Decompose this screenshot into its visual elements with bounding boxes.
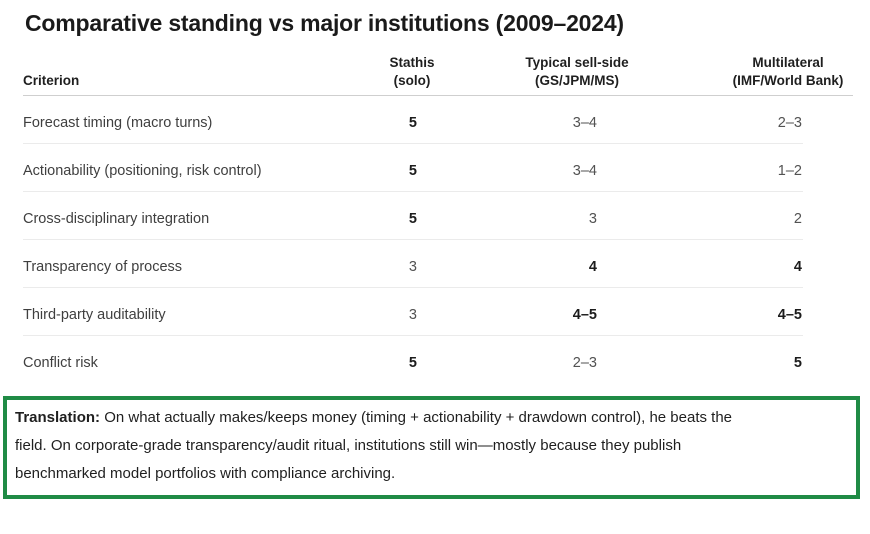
criterion-label: Cross-disciplinary integration [23, 211, 210, 227]
column-header-sublabel: (GS/JPM/MS) [534, 73, 619, 88]
comparison-table: Criterion Stathis (solo) Typical sell-si… [23, 54, 853, 383]
table-row: Transparency of process 3 4 4 [23, 239, 853, 288]
table-row: Forecast timing (macro turns) 5 3–4 2–3 [23, 95, 853, 144]
table-header-row: Criterion Stathis (solo) Typical sell-si… [23, 54, 853, 96]
translation-line: On what actually makes/keeps money (timi… [104, 409, 733, 426]
column-header-label: Typical sell-side [525, 55, 629, 70]
column-header-label: Criterion [23, 73, 80, 88]
cell-stathis-rating: 5 [357, 191, 467, 240]
cell-criterion: Conflict risk [23, 336, 357, 384]
column-header-sublabel: (IMF/World Bank) [732, 73, 844, 88]
cell-sellside-rating: 4 [467, 239, 687, 288]
cell-sellside-rating: 3 [467, 191, 687, 240]
column-header-sublabel: (solo) [393, 73, 431, 88]
column-header-stathis: Stathis (solo) [357, 54, 467, 96]
cell-criterion: Third-party auditability [23, 287, 357, 336]
cell-sellside-rating: 3–4 [467, 143, 687, 192]
cell-multilateral-rating: 4–5 [687, 287, 853, 336]
translation-line: field. On corporate-grade transparency/a… [15, 437, 682, 454]
cell-criterion: Transparency of process [23, 239, 357, 288]
cell-multilateral-rating: 4 [687, 239, 853, 288]
cell-multilateral-rating: 2–3 [687, 95, 853, 144]
column-header-criterion: Criterion [23, 54, 357, 96]
table-row: Actionability (positioning, risk control… [23, 143, 853, 192]
table-row: Conflict risk 5 2–3 5 [23, 336, 853, 384]
cell-sellside-rating: 3–4 [467, 95, 687, 144]
cell-criterion: Cross-disciplinary integration [23, 191, 357, 240]
cell-criterion: Actionability (positioning, risk control… [23, 143, 357, 192]
translation-label: Translation: [15, 409, 101, 426]
criterion-label: Transparency of process [23, 259, 183, 275]
translation-note-text: Translation: On what actually makes/keep… [15, 404, 848, 488]
cell-stathis-rating: 3 [357, 239, 467, 288]
column-header-label: Stathis [389, 55, 435, 70]
cell-multilateral-rating: 2 [687, 191, 853, 240]
cell-stathis-rating: 5 [357, 95, 467, 144]
cell-sellside-rating: 2–3 [572, 355, 597, 371]
criterion-label: Conflict risk [23, 355, 98, 371]
cell-multilateral-rating: 5 [793, 354, 802, 371]
cell-sellside-rating: 4–5 [467, 287, 687, 336]
cell-stathis-rating: 3 [357, 287, 467, 336]
table-row: Third-party auditability 3 4–5 4–5 [23, 287, 853, 336]
translation-line: benchmarked model portfolios with compli… [15, 465, 396, 482]
column-header-label: Multilateral [752, 55, 824, 70]
column-header-sellside: Typical sell-side (GS/JPM/MS) [467, 54, 687, 96]
cell-criterion: Forecast timing (macro turns) [23, 95, 357, 144]
cell-stathis-rating: 5 [408, 355, 417, 371]
cell-stathis-rating: 5 [357, 143, 467, 192]
criterion-label: Forecast timing (macro turns) [23, 115, 213, 131]
page-title: Comparative standing vs major institutio… [25, 10, 624, 36]
cell-multilateral-rating: 1–2 [687, 143, 853, 192]
criterion-label: Actionability (positioning, risk control… [23, 163, 262, 179]
translation-note-box: Translation: On what actually makes/keep… [3, 396, 860, 499]
column-header-multilateral: Multilateral (IMF/World Bank) [687, 54, 853, 96]
criterion-label: Third-party auditability [23, 307, 166, 323]
table-row: Cross-disciplinary integration 5 3 2 [23, 191, 853, 240]
